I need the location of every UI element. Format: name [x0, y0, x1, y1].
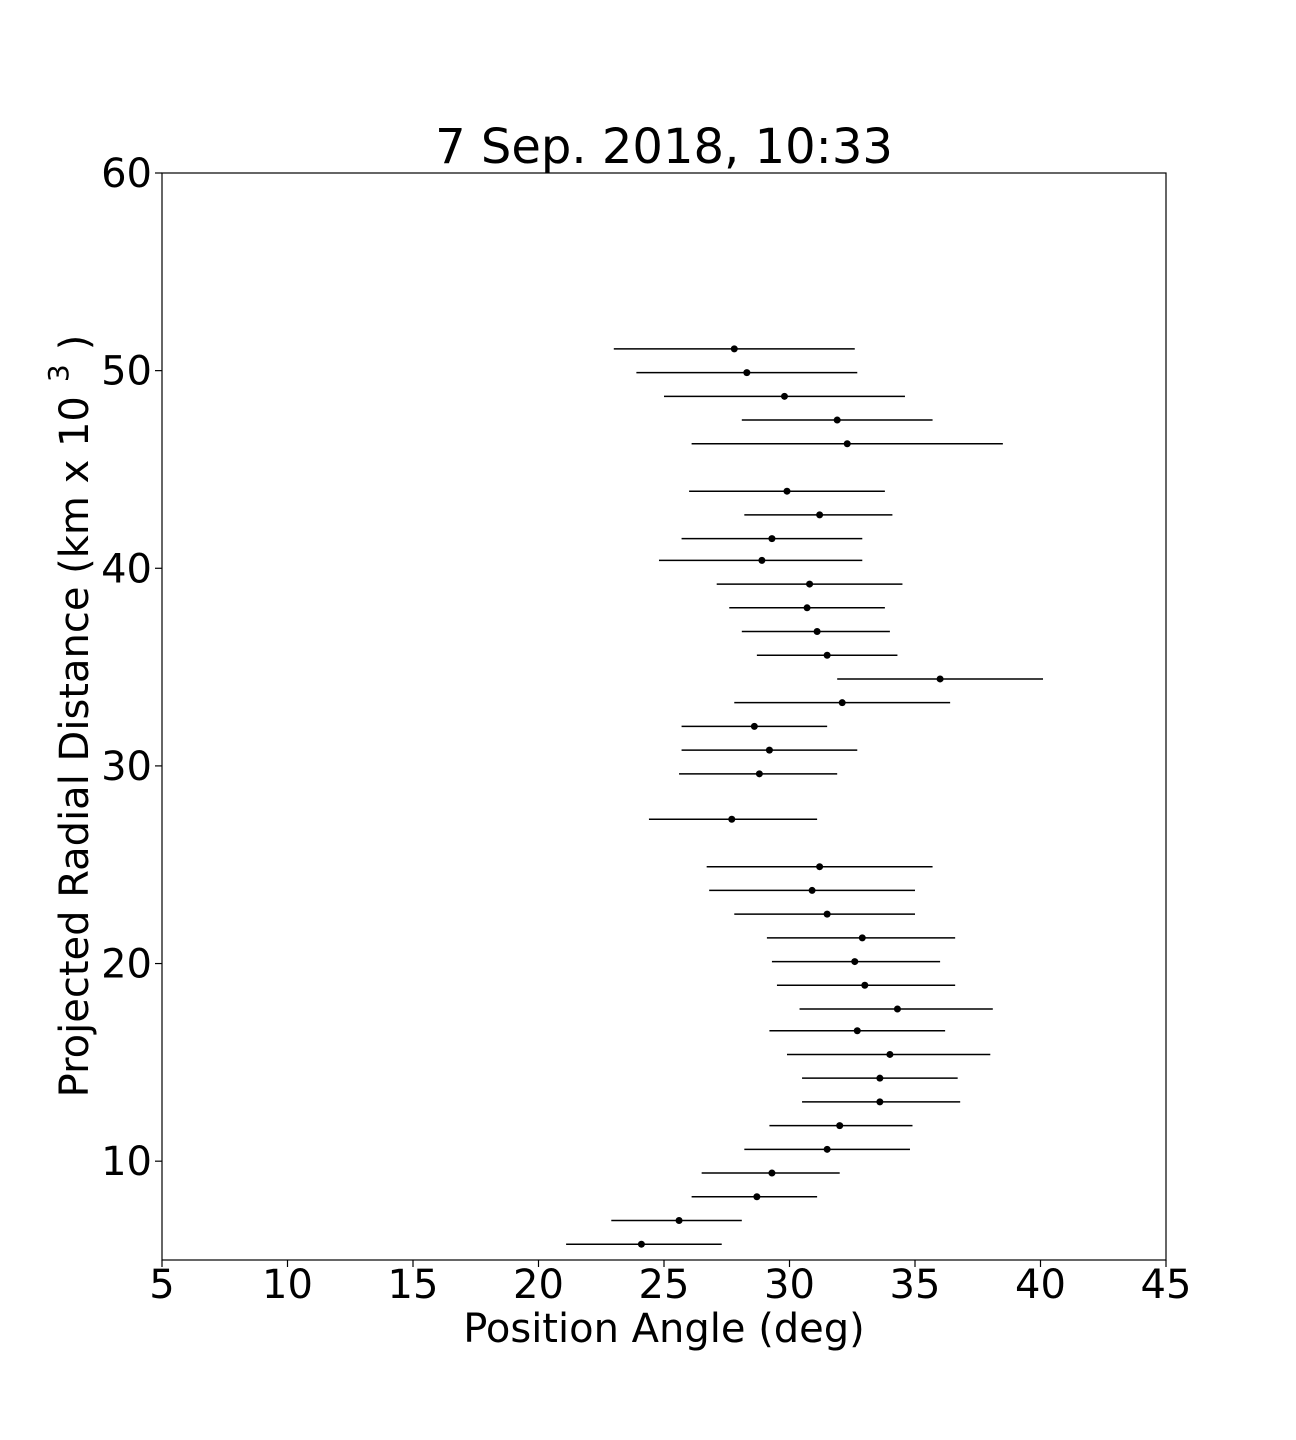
data-point — [823, 910, 831, 918]
data-point — [886, 1050, 894, 1058]
data-point — [893, 1005, 901, 1013]
y-tick-label: 40 — [101, 546, 152, 592]
data-point — [780, 392, 788, 400]
x-tick-label: 20 — [513, 1262, 564, 1308]
data-point — [768, 1169, 776, 1177]
x-tick-label: 15 — [388, 1262, 439, 1308]
data-point — [675, 1216, 683, 1224]
y-axis: 10 20 30 40 50 60 — [101, 151, 162, 1185]
data-point — [876, 1074, 884, 1082]
data-point — [838, 699, 846, 707]
data-point — [876, 1098, 884, 1106]
data-point — [808, 886, 816, 894]
data-point — [806, 580, 814, 588]
y-axis-label-close: ) — [52, 335, 98, 351]
data-point — [728, 815, 736, 823]
data-point — [853, 1027, 861, 1035]
data-point — [858, 934, 866, 942]
x-tick-label: 5 — [149, 1262, 174, 1308]
data-point — [803, 604, 811, 612]
x-axis: 5 10 15 20 25 30 35 40 45 — [149, 1260, 1191, 1308]
data-point — [816, 511, 824, 519]
data-point — [813, 628, 821, 636]
data-point — [836, 1122, 844, 1130]
data-point — [936, 675, 944, 683]
y-axis-label-exponent: 3 — [42, 364, 75, 382]
y-tick-label: 20 — [101, 942, 152, 988]
x-tick-label: 45 — [1141, 1262, 1192, 1308]
data-point — [750, 722, 758, 730]
x-tick-label: 35 — [890, 1262, 941, 1308]
plot-area-frame — [161, 172, 1167, 1261]
data-point — [851, 958, 859, 966]
data-point — [843, 440, 851, 448]
y-tick-label: 50 — [101, 349, 152, 395]
chart-title: 7 Sep. 2018, 10:33 — [435, 119, 893, 175]
y-axis-label: Projected Radial Distance (km x 10 3) — [42, 335, 98, 1098]
x-tick-label: 40 — [1015, 1262, 1066, 1308]
data-point — [730, 345, 738, 353]
data-point — [823, 1145, 831, 1153]
data-point — [833, 416, 841, 424]
data-point — [755, 770, 763, 778]
data-point — [783, 487, 791, 495]
x-tick-label: 10 — [262, 1262, 313, 1308]
data-point — [743, 369, 751, 377]
data-point — [753, 1193, 761, 1201]
x-tick-label: 30 — [764, 1262, 815, 1308]
data-series — [566, 345, 1044, 1248]
y-tick-label: 60 — [101, 151, 152, 197]
y-tick-label: 30 — [101, 744, 152, 790]
x-axis-label: Position Angle (deg) — [463, 1306, 865, 1352]
data-point — [765, 746, 773, 754]
data-point — [861, 981, 869, 989]
y-axis-label-main: Projected Radial Distance (km x 10 — [52, 396, 98, 1097]
y-tick-label: 10 — [101, 1139, 152, 1185]
x-tick-label: 25 — [639, 1262, 690, 1308]
data-point — [816, 863, 824, 871]
data-point — [758, 556, 766, 564]
data-point — [823, 651, 831, 659]
data-point — [637, 1240, 645, 1248]
data-point — [768, 535, 776, 543]
